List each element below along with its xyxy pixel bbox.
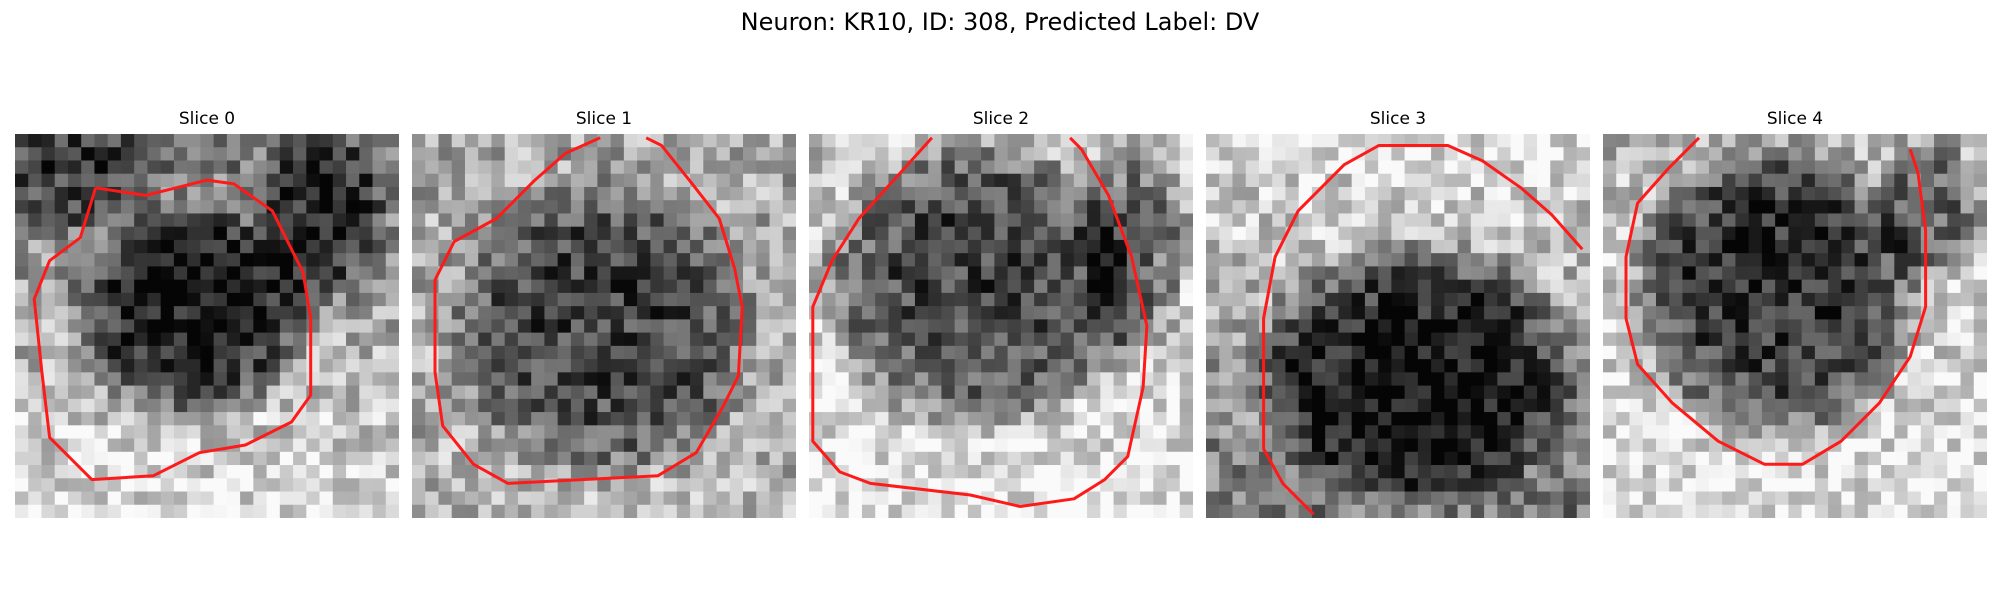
figure-title: Neuron: KR10, ID: 308, Predicted Label: …	[740, 8, 1260, 36]
slice-panel-1: Slice 1	[412, 108, 796, 522]
slice-image-3	[1206, 134, 1590, 518]
slice-panel-4: Slice 4	[1603, 108, 1987, 522]
slice-image-1	[412, 134, 796, 518]
pixel-grid-2	[809, 134, 1193, 518]
slice-image-0	[15, 134, 399, 518]
pixel-grid-3	[1206, 134, 1590, 518]
slice-title-1: Slice 1	[575, 109, 633, 129]
slice-image-2	[809, 134, 1193, 518]
slice-panel-3: Slice 3	[1206, 108, 1590, 522]
cell-contour-0	[32, 178, 313, 482]
slice-title-0: Slice 0	[178, 109, 236, 129]
cell-contour-2	[811, 136, 1149, 508]
cell-contour-4	[1624, 136, 1928, 466]
pixel-grid-4	[1603, 134, 1987, 518]
cell-contour-3	[1262, 144, 1584, 516]
pixel-grid-1	[412, 134, 796, 518]
slice-panel-2: Slice 2	[809, 108, 1193, 522]
pixel-grid-0	[15, 134, 399, 518]
cell-contour-1	[433, 136, 744, 485]
slice-title-4: Slice 4	[1766, 109, 1824, 129]
slice-panel-0: Slice 0	[15, 108, 399, 522]
slice-image-4	[1603, 134, 1987, 518]
slice-title-3: Slice 3	[1369, 109, 1427, 129]
slice-title-2: Slice 2	[972, 109, 1030, 129]
